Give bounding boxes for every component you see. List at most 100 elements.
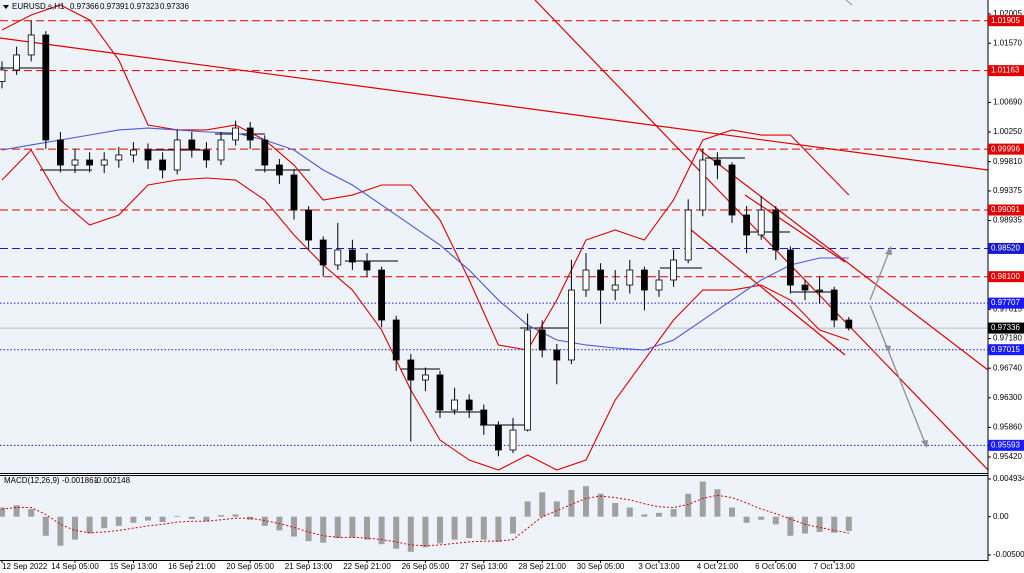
channel-line — [699, 149, 988, 371]
y-tick-label: 0.98935 — [993, 216, 1022, 225]
candle-body — [494, 424, 502, 451]
macd-bar — [597, 493, 604, 517]
candle-body — [202, 149, 210, 161]
x-tick-label: 26 Sep 05:00 — [402, 562, 450, 571]
arrow-head — [921, 440, 928, 448]
macd-bar — [656, 512, 662, 517]
macd-bar — [364, 516, 370, 540]
candle-body — [714, 159, 721, 166]
macd-bar — [437, 516, 443, 544]
main-plot — [0, 0, 988, 471]
macd-bar — [203, 516, 210, 522]
candle-body — [290, 174, 298, 211]
candle-body — [684, 209, 692, 261]
candle-body — [217, 139, 225, 161]
candle-body — [363, 261, 371, 271]
candle-body — [115, 154, 123, 161]
indicator-line — [1, 127, 849, 351]
y-tick-label: 1.02005 — [993, 9, 1022, 18]
indicator-line — [1, 149, 849, 471]
level-label: 0.97707 — [991, 298, 1020, 307]
macd-bar — [0, 507, 5, 517]
macd-bar — [28, 509, 35, 517]
level-label: 0.97015 — [991, 345, 1020, 354]
candle-body — [757, 209, 765, 236]
macd-bar — [583, 486, 589, 517]
arrow-head — [884, 345, 891, 352]
candle-body — [728, 164, 736, 216]
macd-bar — [845, 516, 852, 531]
candle-body — [436, 374, 444, 411]
chart-title: EURUSD.s,H1 — [12, 2, 65, 11]
current-price-label: 0.97336 — [991, 323, 1020, 332]
arrow-head — [885, 246, 892, 255]
levels — [0, 20, 988, 446]
quote-value: 0.97391 — [100, 2, 129, 11]
candle-body — [568, 289, 575, 361]
x-tick-label: 21 Sep 13:00 — [285, 562, 333, 571]
candle-body — [173, 139, 181, 171]
y-tick-label: 1.01570 — [993, 38, 1022, 47]
macd-bar — [510, 516, 516, 534]
arrow — [869, 251, 890, 301]
macd-value: -0.001861 — [62, 476, 99, 485]
macd-bar — [772, 516, 779, 525]
level-label: 0.99091 — [991, 205, 1020, 214]
macd-plot — [0, 481, 852, 552]
candle-body — [670, 259, 677, 281]
candle-body — [42, 34, 50, 141]
macd-bar — [42, 516, 49, 536]
menu-triangle — [3, 5, 9, 9]
level-tag — [988, 15, 1024, 27]
channel-line — [684, 224, 846, 356]
level-label: 0.98100 — [991, 272, 1020, 281]
macd-bar — [378, 516, 385, 545]
macd-bar — [349, 516, 356, 538]
macd-bar — [641, 514, 648, 517]
level-tag — [988, 204, 1024, 216]
macd-bar — [495, 516, 502, 542]
candle-body — [830, 289, 838, 321]
candle-body — [787, 249, 794, 286]
macd-bar — [232, 514, 239, 517]
candle-body — [421, 374, 429, 381]
macd-bar — [159, 516, 166, 523]
macd-bar — [612, 502, 619, 517]
macd-bar — [407, 516, 414, 552]
macd-bar — [729, 507, 735, 517]
x-tick-label: 12 Sep 2022 — [2, 562, 48, 571]
macd-bar — [787, 516, 794, 536]
y-tick-label: 0.95860 — [993, 422, 1022, 431]
candle-body — [392, 319, 400, 361]
indicator-line — [1, 4, 850, 351]
x-tick-label: 4 Oct 21:00 — [697, 562, 739, 571]
level-label: 0.99996 — [991, 144, 1020, 153]
candle-body — [144, 149, 152, 161]
candle-body — [655, 279, 663, 291]
macd-signal — [1, 494, 849, 547]
candle-body — [261, 139, 269, 166]
macd-bar — [188, 516, 195, 519]
macd-bar — [291, 516, 297, 537]
y-tick-label: 0.99810 — [993, 157, 1022, 166]
candle-body — [582, 269, 590, 291]
y-tick-label: 0.96300 — [993, 393, 1022, 402]
y-tick-label: 0.99375 — [993, 186, 1022, 195]
macd-y-tick-label: 0.004934 — [993, 474, 1024, 483]
macd-bar — [334, 516, 341, 539]
candle-body — [100, 159, 108, 166]
candle-body — [27, 34, 35, 56]
macd-bar — [670, 509, 677, 517]
candle-body — [801, 284, 809, 291]
level-tag — [988, 297, 1024, 309]
macd-bar — [422, 516, 429, 548]
candle-body — [319, 239, 327, 266]
macd-bar — [466, 516, 473, 539]
candle-body — [772, 209, 780, 251]
candle-body — [465, 399, 473, 411]
quote-value: 0.97336 — [160, 2, 189, 11]
macd-bar — [261, 516, 268, 526]
